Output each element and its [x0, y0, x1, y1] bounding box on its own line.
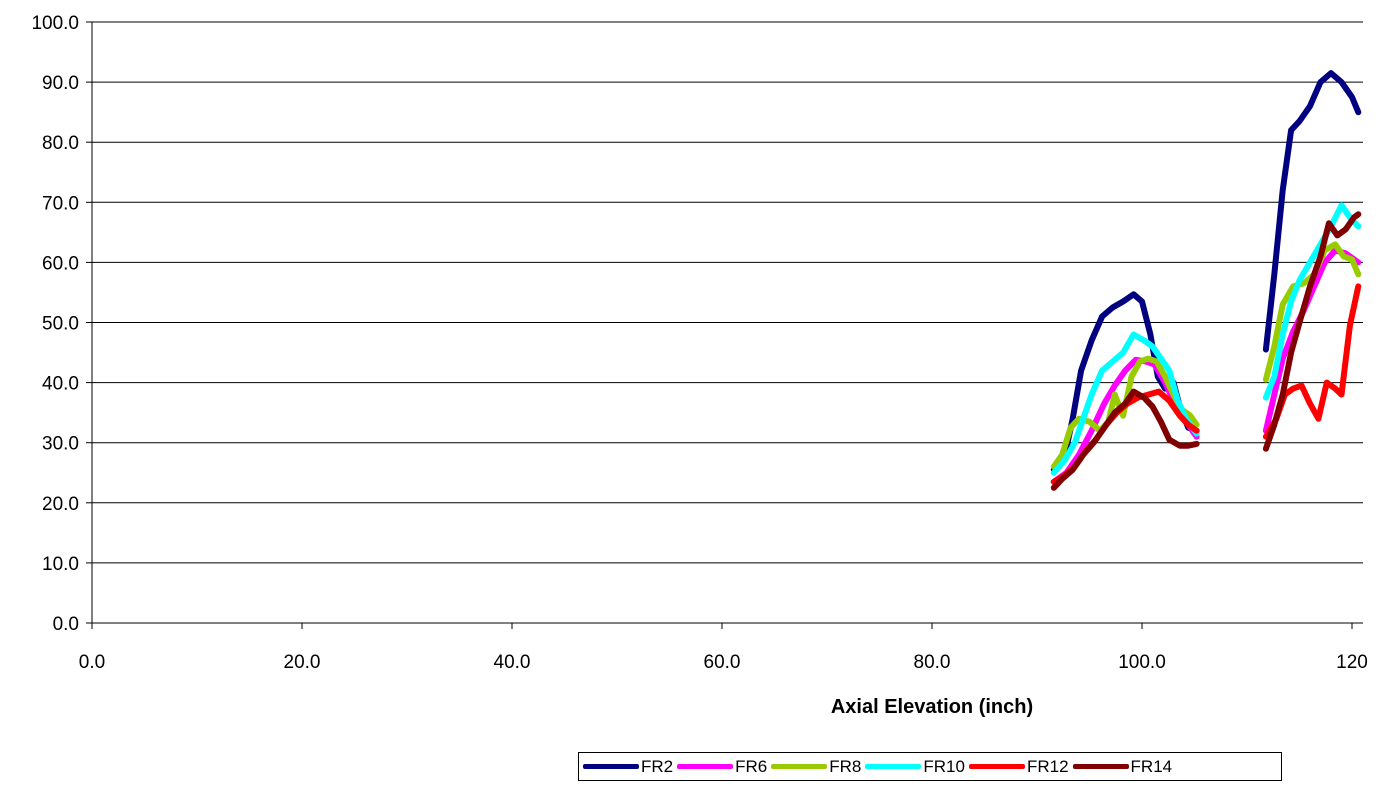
legend-item-fr6: FR6 — [677, 757, 767, 777]
legend-label: FR10 — [923, 756, 965, 776]
legend-label: FR8 — [829, 756, 862, 776]
x-tick-label: 0.0 — [79, 652, 105, 673]
x-tick-label: 20.0 — [284, 652, 321, 673]
series-lines — [1050, 70, 1362, 491]
series-line-fr14 — [1050, 388, 1200, 491]
x-tick-label: 100.0 — [1118, 652, 1166, 673]
axes — [86, 21, 1363, 629]
legend-item-fr12: FR12 — [968, 756, 1069, 777]
y-tick-label: 40.0 — [42, 374, 79, 395]
legend-swatch — [968, 764, 1025, 769]
x-axis-title: Axial Elevation (inch) — [831, 696, 1033, 718]
legend: FR2 FR6 FR8 FR10 FR12 FR14 — [578, 752, 1282, 781]
y-tick-label: 0.0 — [53, 614, 79, 635]
legend-item-fr2: FR2 — [583, 757, 673, 777]
legend-item-fr8: FR8 — [771, 757, 861, 777]
y-tick-label: 30.0 — [42, 434, 79, 455]
x-tick-label: 120 — [1336, 652, 1368, 673]
legend-label: FR12 — [1026, 756, 1069, 776]
series-line-fr14 — [1262, 211, 1362, 452]
x-tick-label: 60.0 — [704, 652, 741, 673]
y-tick-label: 90.0 — [42, 73, 79, 94]
legend-item-fr10: FR10 — [865, 757, 965, 777]
legend-swatch — [583, 764, 639, 769]
y-tick-label: 20.0 — [42, 494, 79, 515]
x-tick-label: 40.0 — [494, 652, 531, 673]
y-tick-label: 80.0 — [42, 133, 79, 154]
y-tick-label: 50.0 — [42, 314, 79, 335]
y-tick-label: 70.0 — [42, 193, 79, 214]
y-tick-label: 10.0 — [42, 554, 79, 575]
legend-swatch — [865, 764, 922, 769]
legend-swatch — [771, 764, 828, 769]
legend-label: FR6 — [735, 756, 768, 776]
legend-swatch — [1072, 764, 1129, 769]
y-tick-label: 100.0 — [31, 13, 79, 34]
legend-item-fr14: FR14 — [1072, 756, 1173, 777]
legend-label: FR2 — [641, 756, 674, 776]
x-tick-label: 80.0 — [914, 652, 951, 673]
series-line-fr10 — [1050, 331, 1200, 476]
tick-labels: 0.0 10.0 20.0 30.0 40.0 50.0 60.0 70.0 80.0 90.0 1… — [31, 13, 1367, 673]
legend-swatch — [677, 764, 734, 769]
y-tick-label: 60.0 — [42, 253, 79, 274]
series-line-fr10 — [1262, 202, 1362, 401]
gridlines — [92, 21, 1363, 564]
legend-label: FR14 — [1130, 756, 1173, 776]
series-line-fr2 — [1262, 70, 1362, 353]
